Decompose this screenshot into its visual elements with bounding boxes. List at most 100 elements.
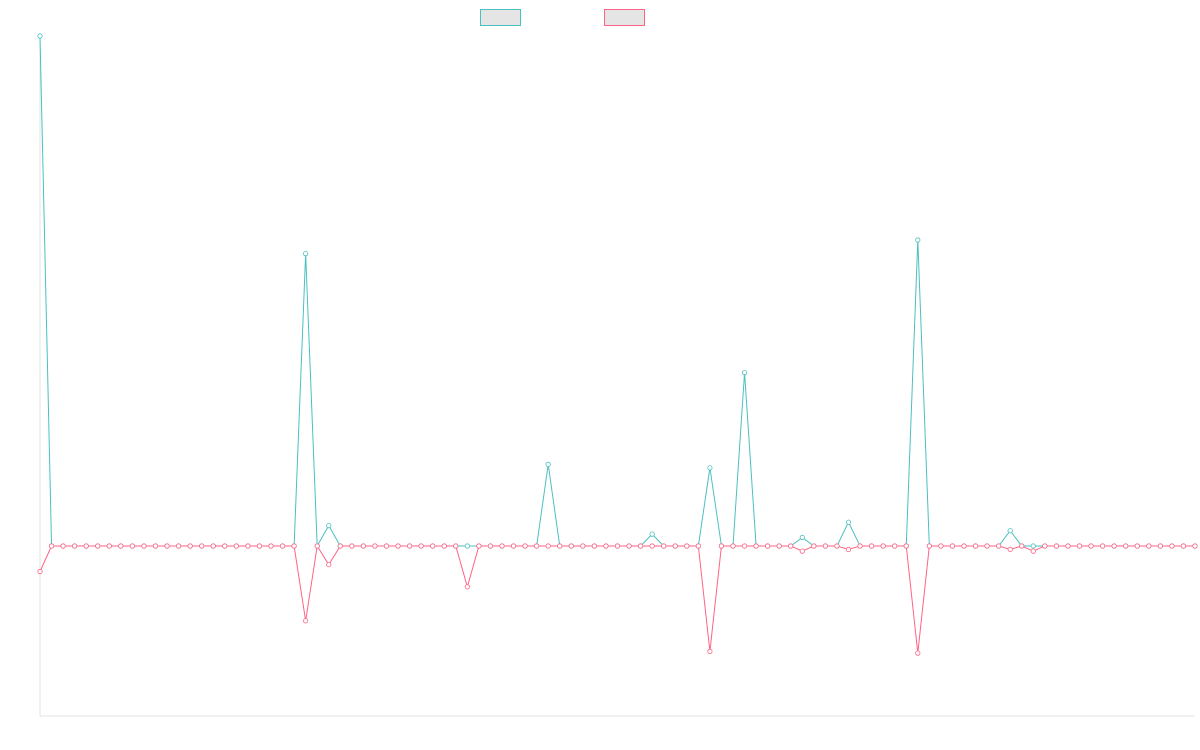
- data-point[interactable]: [1030, 543, 1036, 549]
- data-point[interactable]: [1123, 543, 1129, 549]
- data-point[interactable]: [152, 543, 159, 549]
- data-point[interactable]: [1169, 543, 1175, 549]
- data-point[interactable]: [129, 543, 135, 549]
- data-point[interactable]: [430, 543, 436, 549]
- data-point[interactable]: [603, 543, 609, 549]
- data-point[interactable]: [245, 543, 251, 549]
- data-point[interactable]: [834, 543, 840, 549]
- data-point[interactable]: [510, 543, 517, 549]
- data-point[interactable]: [799, 534, 805, 541]
- data-point[interactable]: [568, 543, 574, 549]
- data-point[interactable]: [106, 543, 112, 549]
- data-point[interactable]: [72, 543, 78, 549]
- data-point[interactable]: [1007, 546, 1013, 553]
- data-point[interactable]: [314, 543, 320, 549]
- data-point[interactable]: [534, 543, 540, 549]
- data-point[interactable]: [1192, 543, 1198, 549]
- data-point[interactable]: [337, 543, 343, 549]
- data-point[interactable]: [395, 543, 401, 549]
- data-point[interactable]: [1076, 543, 1083, 549]
- data-point[interactable]: [1030, 548, 1036, 554]
- data-point[interactable]: [268, 543, 274, 549]
- data-point[interactable]: [857, 543, 863, 549]
- data-point[interactable]: [256, 543, 263, 549]
- data-point[interactable]: [845, 546, 852, 553]
- data-point[interactable]: [926, 543, 932, 549]
- data-point[interactable]: [765, 543, 771, 549]
- legend-swatch-series-2[interactable]: [604, 9, 645, 26]
- data-point[interactable]: [164, 543, 170, 549]
- data-point[interactable]: [730, 543, 736, 549]
- data-point[interactable]: [210, 543, 216, 549]
- data-point[interactable]: [1019, 543, 1025, 549]
- data-point[interactable]: [626, 543, 632, 549]
- data-point[interactable]: [176, 543, 182, 549]
- data-point[interactable]: [1065, 543, 1071, 549]
- data-point[interactable]: [637, 543, 644, 549]
- data-point[interactable]: [672, 543, 678, 549]
- data-point[interactable]: [1157, 543, 1163, 549]
- data-point[interactable]: [360, 543, 366, 549]
- data-point[interactable]: [418, 543, 424, 549]
- data-point[interactable]: [880, 543, 886, 549]
- data-point[interactable]: [118, 543, 124, 549]
- data-point[interactable]: [938, 543, 944, 549]
- data-point[interactable]: [303, 618, 309, 624]
- data-point[interactable]: [48, 543, 55, 549]
- data-point[interactable]: [1007, 528, 1013, 534]
- data-point[interactable]: [453, 543, 459, 549]
- data-point[interactable]: [811, 543, 817, 549]
- data-point[interactable]: [695, 543, 701, 549]
- data-point[interactable]: [279, 543, 286, 549]
- data-point[interactable]: [349, 543, 355, 549]
- data-point[interactable]: [141, 543, 147, 549]
- legend-swatch-series-1[interactable]: [480, 9, 521, 26]
- data-point[interactable]: [464, 584, 470, 590]
- data-point[interactable]: [684, 543, 690, 549]
- data-point[interactable]: [718, 543, 725, 549]
- data-point[interactable]: [95, 543, 101, 549]
- data-point[interactable]: [868, 543, 875, 549]
- data-point[interactable]: [187, 543, 193, 549]
- data-point[interactable]: [406, 543, 413, 549]
- data-point[interactable]: [303, 251, 309, 257]
- data-point[interactable]: [649, 543, 655, 549]
- data-point[interactable]: [972, 543, 979, 549]
- data-point[interactable]: [949, 543, 956, 549]
- data-point[interactable]: [1111, 543, 1117, 549]
- data-point[interactable]: [545, 543, 551, 549]
- data-point[interactable]: [591, 543, 598, 549]
- data-point[interactable]: [915, 237, 921, 243]
- data-point[interactable]: [1134, 543, 1140, 549]
- data-point[interactable]: [383, 543, 390, 549]
- data-point[interactable]: [614, 543, 621, 549]
- data-point[interactable]: [707, 465, 713, 471]
- data-point[interactable]: [291, 543, 297, 549]
- data-point[interactable]: [661, 543, 667, 549]
- data-point[interactable]: [580, 543, 586, 549]
- data-point[interactable]: [788, 543, 794, 549]
- data-point[interactable]: [441, 543, 447, 549]
- data-point[interactable]: [545, 461, 551, 467]
- data-point[interactable]: [487, 543, 494, 549]
- data-point[interactable]: [1088, 543, 1094, 549]
- data-point[interactable]: [799, 548, 805, 554]
- data-point[interactable]: [649, 531, 655, 537]
- data-point[interactable]: [845, 519, 852, 525]
- data-point[interactable]: [37, 33, 43, 39]
- data-point[interactable]: [741, 543, 748, 549]
- data-point[interactable]: [984, 543, 990, 549]
- data-point[interactable]: [476, 543, 482, 549]
- data-point[interactable]: [776, 543, 782, 549]
- data-point[interactable]: [1146, 543, 1152, 549]
- data-point[interactable]: [892, 543, 898, 549]
- data-point[interactable]: [822, 543, 829, 549]
- data-point[interactable]: [222, 543, 228, 549]
- data-point[interactable]: [199, 543, 205, 549]
- data-point[interactable]: [961, 543, 967, 549]
- data-point[interactable]: [741, 369, 748, 376]
- data-point[interactable]: [37, 568, 43, 575]
- data-point[interactable]: [903, 543, 909, 549]
- data-point[interactable]: [557, 543, 563, 549]
- data-point[interactable]: [326, 562, 332, 568]
